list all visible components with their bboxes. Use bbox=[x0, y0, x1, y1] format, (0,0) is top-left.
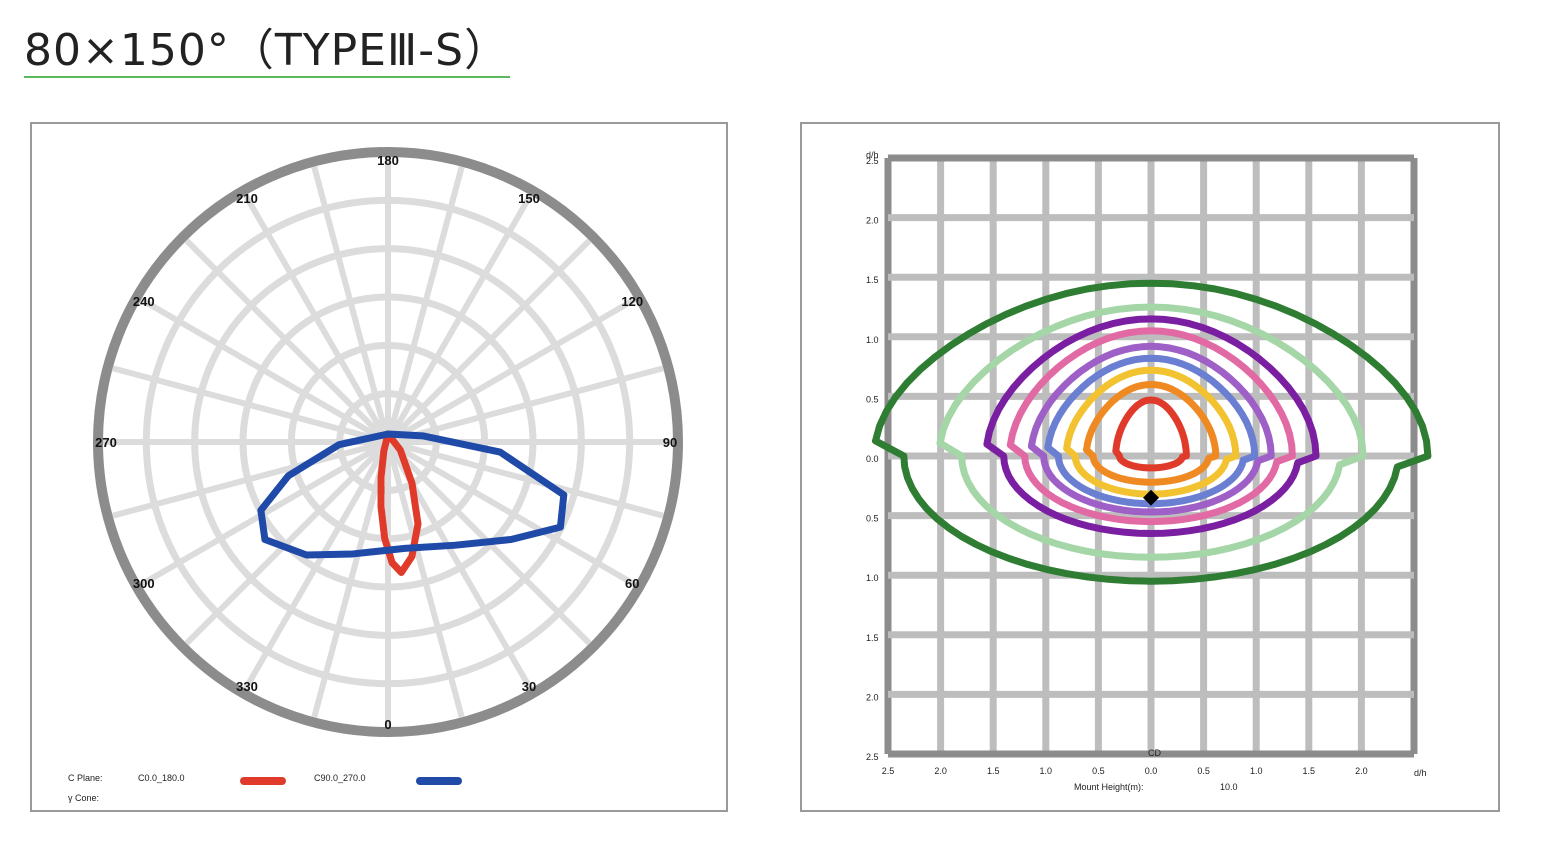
isolux-contour-layer bbox=[872, 279, 1432, 585]
polar-grid-spoke bbox=[139, 296, 390, 445]
polar-angle-label: 0 bbox=[384, 717, 391, 732]
polar-angle-label: 90 bbox=[663, 435, 677, 450]
polar-grid bbox=[93, 147, 683, 737]
isolux-x-tick: 1.0 bbox=[1250, 766, 1263, 776]
polar-angle-label: 180 bbox=[377, 153, 399, 168]
polar-grid-spoke bbox=[242, 440, 391, 691]
isolux-y-tick: 1.0 bbox=[866, 573, 879, 583]
polar-chart-panel: 180 150 120 90 60 30 0 330 300 270 240 210 C Plane:… bbox=[30, 122, 728, 812]
polar-angle-label: 60 bbox=[625, 576, 639, 591]
isolux-y-tick: 1.5 bbox=[866, 633, 879, 643]
isolux-x-tick: 1.5 bbox=[1303, 766, 1316, 776]
isolux-x-tick: 1.0 bbox=[1040, 766, 1053, 776]
polar-series-C90.0_270.0 bbox=[257, 430, 568, 559]
isolux-grid bbox=[884, 154, 1418, 758]
polar-grid-spoke bbox=[184, 238, 391, 445]
isolux-y-tick: 2.5 bbox=[866, 156, 879, 166]
x-axis-title: d/h bbox=[1414, 768, 1427, 778]
isolux-axis-labels: d/h d/h CD Mount Height(m): 10.0 2.5 2.0 1… bbox=[866, 150, 1427, 792]
legend-entry-c0-label: C0.0_180.0 bbox=[138, 773, 185, 783]
polar-outer-ring bbox=[93, 147, 683, 737]
y-axis-title: d/h bbox=[866, 150, 879, 160]
title-underline bbox=[24, 76, 510, 78]
polar-grid-spoke bbox=[385, 238, 592, 445]
isolux-contour bbox=[936, 303, 1367, 561]
polar-angle-label: 120 bbox=[621, 294, 643, 309]
isolux-contour bbox=[1112, 396, 1190, 472]
isolux-y-tick: 0.5 bbox=[866, 514, 879, 524]
polar-grid-spoke bbox=[385, 165, 465, 443]
isolux-y-tick: 0.0 bbox=[866, 454, 879, 464]
polar-grid-spoke bbox=[184, 439, 391, 646]
isolux-x-tick: 2.0 bbox=[934, 766, 947, 776]
polar-angle-label: 330 bbox=[236, 679, 258, 694]
polar-grid-spoke bbox=[386, 296, 637, 445]
polar-grid-spoke bbox=[385, 193, 534, 444]
isolux-x-tick: 0.5 bbox=[1197, 766, 1210, 776]
polar-grid-spoke bbox=[311, 165, 391, 443]
isolux-y-tick: 2.0 bbox=[866, 216, 879, 226]
isolux-x-tick: 1.5 bbox=[987, 766, 1000, 776]
isolux-y-tick: 1.5 bbox=[866, 275, 879, 285]
isolux-contour bbox=[872, 279, 1432, 585]
polar-series-C0.0_180.0 bbox=[377, 430, 422, 576]
polar-angle-label: 300 bbox=[133, 576, 155, 591]
isolux-x-tick: 2.0 bbox=[1355, 766, 1368, 776]
polar-angle-label: 30 bbox=[522, 679, 536, 694]
center-label: CD bbox=[1148, 748, 1161, 758]
polar-series-layer bbox=[257, 430, 568, 576]
polar-angle-label: 270 bbox=[95, 435, 117, 450]
isolux-contour bbox=[1006, 327, 1296, 526]
isolux-y-tick: 0.5 bbox=[866, 394, 879, 404]
polar-grid-spoke bbox=[385, 441, 465, 719]
polar-grid-spoke bbox=[387, 365, 665, 445]
isolux-x-tick: 2.5 bbox=[882, 766, 895, 776]
polar-grid-spoke bbox=[242, 193, 391, 444]
polar-angle-label: 210 bbox=[236, 191, 258, 206]
page-title: 80×150°（TYPEⅢ-S） bbox=[24, 25, 510, 76]
polar-angle-label: 150 bbox=[518, 191, 540, 206]
mount-height-label: Mount Height(m): bbox=[1074, 782, 1144, 792]
legend-entry-c90-label: C90.0_270.0 bbox=[314, 773, 366, 783]
mount-height-value: 10.0 bbox=[1220, 782, 1238, 792]
polar-grid-spoke bbox=[311, 441, 391, 719]
isolux-center-marker bbox=[1143, 489, 1159, 506]
polar-grid-spoke bbox=[386, 439, 637, 588]
legend-cone-label: γ Cone: bbox=[68, 793, 99, 803]
isolux-x-tick: 0.5 bbox=[1092, 766, 1105, 776]
polar-angle-label: 240 bbox=[133, 294, 155, 309]
isolux-contour bbox=[1083, 381, 1220, 486]
isolux-y-tick: 2.0 bbox=[866, 692, 879, 702]
polar-grid-spoke bbox=[111, 439, 389, 519]
polar-grid-spoke bbox=[387, 439, 665, 519]
polar-legend: C Plane: γ Cone: C0.0_180.0 C90.0_270.0 bbox=[68, 773, 462, 803]
isolux-x-tick: 0.0 bbox=[1145, 766, 1158, 776]
isolux-y-tick: 1.0 bbox=[866, 335, 879, 345]
isolux-contour bbox=[1027, 342, 1275, 516]
legend-plane-label: C Plane: bbox=[68, 773, 103, 783]
isolux-chart: d/h d/h CD Mount Height(m): 10.0 2.5 2.0 1… bbox=[866, 150, 1432, 792]
polar-grid-spoke bbox=[111, 365, 389, 445]
isolux-chart-panel: d/h d/h CD Mount Height(m): 10.0 2.5 2.0 1… bbox=[800, 122, 1500, 812]
isolux-y-tick: 2.5 bbox=[866, 752, 879, 762]
isolux-contour bbox=[983, 315, 1320, 537]
